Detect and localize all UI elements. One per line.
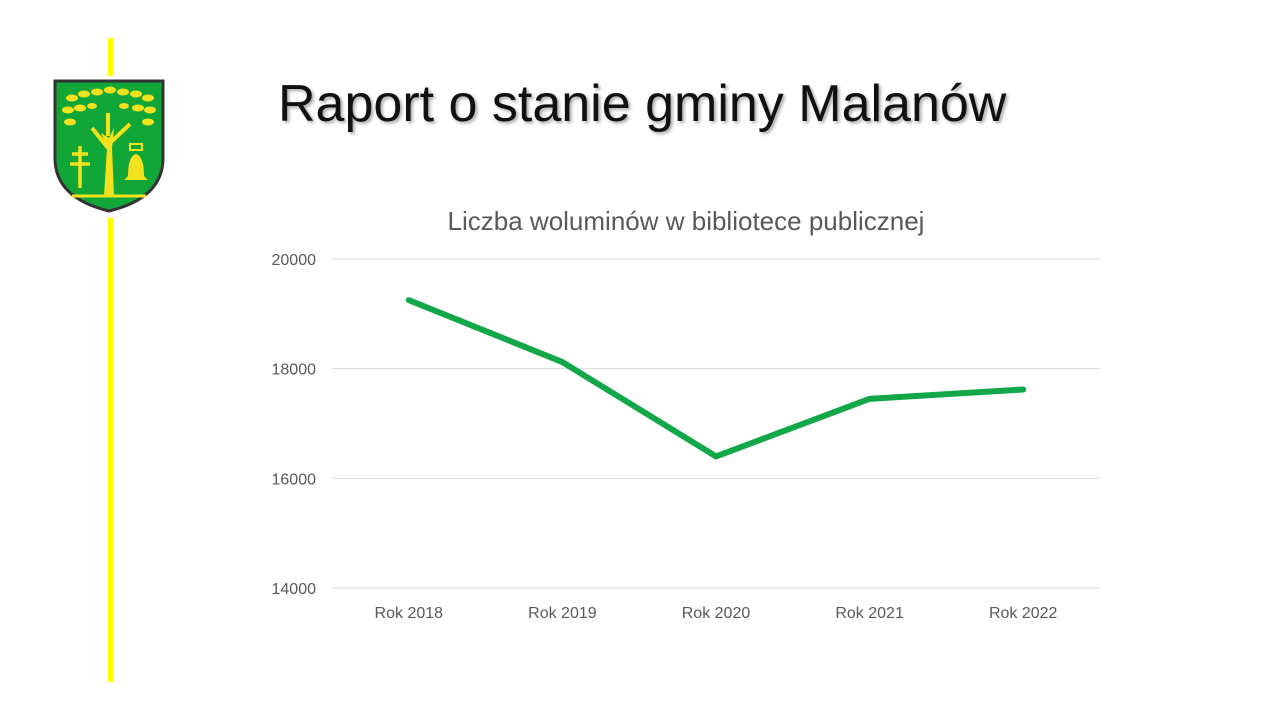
series-line xyxy=(405,297,1027,460)
x-tick-label: Rok 2021 xyxy=(835,605,904,622)
y-tick-label: 20000 xyxy=(272,252,317,269)
slide-title: Raport o stanie gminy Malanów xyxy=(278,75,1007,133)
x-axis-ticks: Rok 2018 Rok 2019 Rok 2020 Rok 2021 Rok 2022 xyxy=(375,605,1058,622)
y-tick-label: 16000 xyxy=(272,471,317,488)
coat-of-arms-icon xyxy=(53,79,165,213)
x-tick-label: Rok 2022 xyxy=(989,605,1058,622)
x-tick-label: Rok 2019 xyxy=(528,605,597,622)
x-tick-label: Rok 2020 xyxy=(682,605,751,622)
series-layer xyxy=(405,297,1027,460)
chart-title: Liczba woluminów w bibliotece publicznej xyxy=(448,206,925,236)
y-tick-label: 14000 xyxy=(272,581,317,598)
accent-line-bottom xyxy=(108,218,113,682)
y-axis-ticks: 20000 18000 16000 14000 xyxy=(272,252,317,598)
accent-line-top xyxy=(108,38,113,76)
x-tick-label: Rok 2018 xyxy=(375,605,444,622)
grid-layer xyxy=(332,258,1100,589)
y-tick-label: 18000 xyxy=(272,362,317,379)
